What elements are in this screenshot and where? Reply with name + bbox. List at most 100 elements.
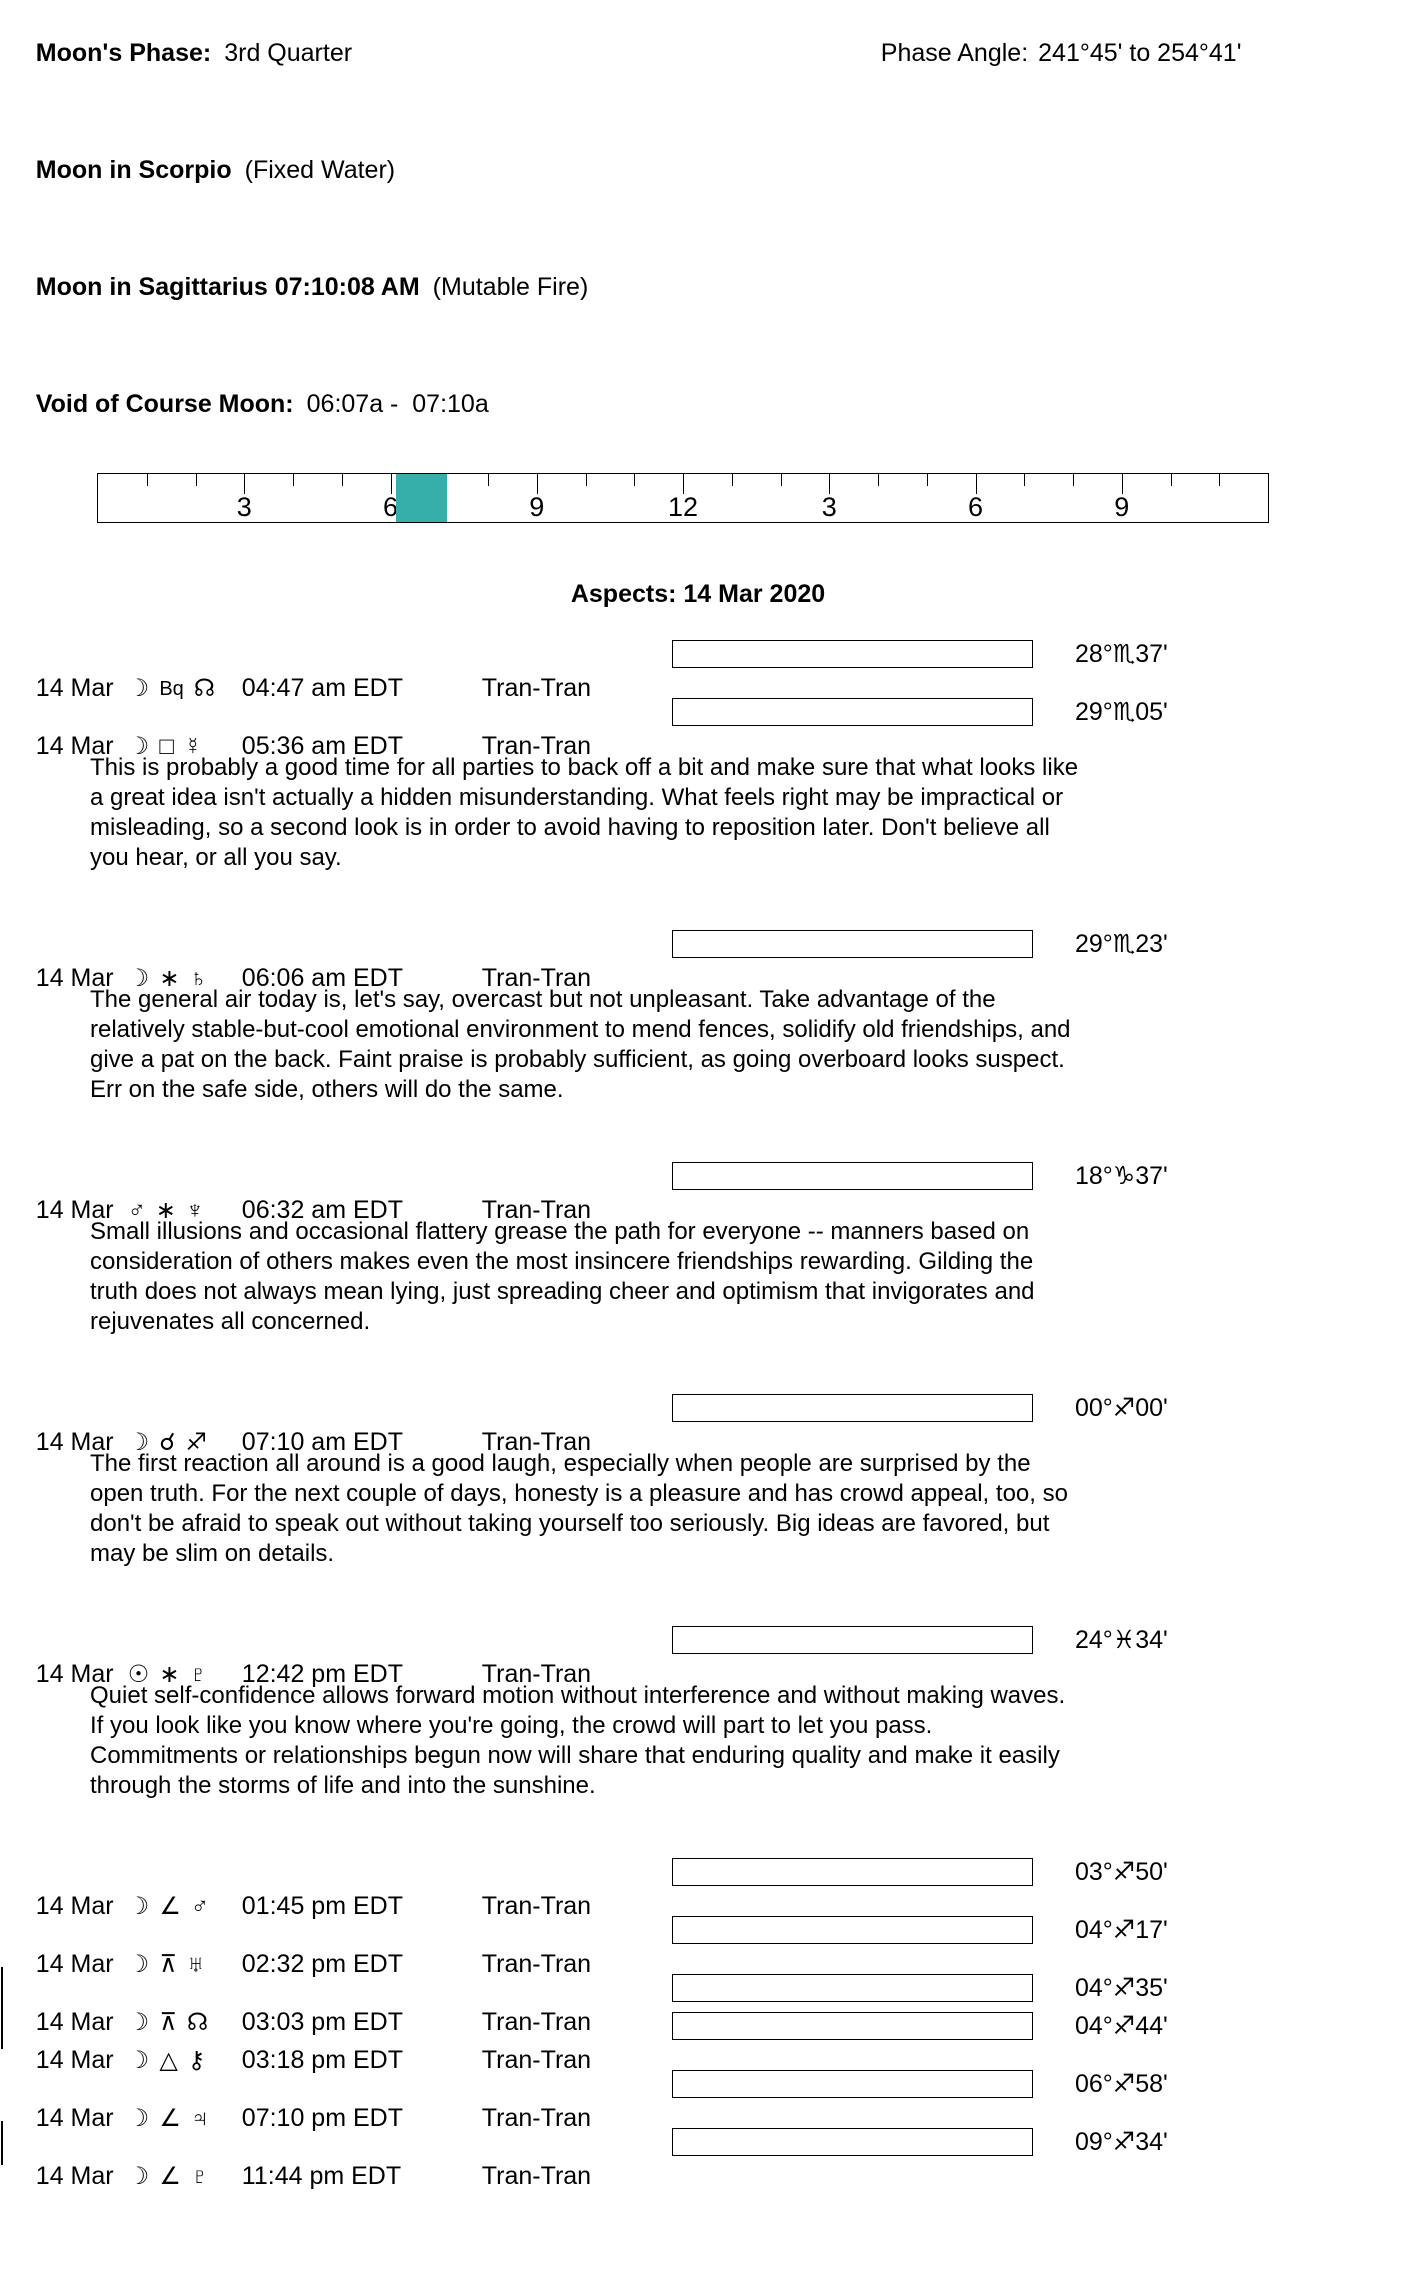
aspect-type: Tran-Tran bbox=[481, 1196, 592, 1224]
aspect-row[interactable]: 14 Mar ♂ ∗ ♆ 06:32 am EDT Tran-Tran 18°♑37' bbox=[8, 1159, 1417, 1224]
hour-tick bbox=[780, 474, 782, 486]
aspect-type: Tran-Tran bbox=[481, 674, 592, 702]
aspect-interpretation-text: The first reaction all around is a good … bbox=[90, 1450, 1068, 1567]
aspect-row[interactable]: 14 Mar ☽ ∠ ♇ 11:44 pm EDT Tran-Tran 09°♐34' bbox=[1, 2121, 1417, 2190]
hour-tick bbox=[829, 474, 831, 494]
aspect-date: 14 Mar bbox=[35, 732, 114, 760]
aspects-title: Aspects: 14 Mar 2020 bbox=[570, 580, 826, 608]
aspect-row[interactable]: 14 Mar ☽ △ ⚷ 03:18 pm EDT Tran-Tran 04°♐44' bbox=[1, 2005, 1417, 2074]
semisquare-icon: ∠ bbox=[159, 2163, 181, 2190]
aspect-glyphs: ☽ ∗ ♄ bbox=[128, 962, 242, 996]
aspect-row[interactable]: 14 Mar ☽ ☌ ♐ 07:10 am EDT Tran-Tran 00°♐00' bbox=[8, 1391, 1417, 1456]
aspect-type: Tran-Tran bbox=[481, 1428, 592, 1456]
aspect-time: 11:44 pm EDT bbox=[241, 2162, 402, 2190]
hour-tick bbox=[585, 474, 587, 486]
aspect-interpretation-text: This is probably a good time for all par… bbox=[90, 754, 1079, 871]
aspect-row[interactable]: 14 Mar ☽ ⊼ ♅ 02:32 pm EDT Tran-Tran 04°♐17' bbox=[8, 1913, 1417, 1978]
aspect-time: 06:06 am EDT bbox=[241, 964, 403, 992]
aspect-date: 14 Mar bbox=[35, 1660, 114, 1688]
orb-progress-bar bbox=[672, 2012, 1033, 2040]
aspect-degree: 04°♐35' bbox=[1075, 1974, 1168, 2002]
moon-ingress-line: Moon in Sagittarius 07:10:08 AM (Mutable … bbox=[8, 242, 1417, 332]
voc-timeline-ruler: 3 6 9 12 3 6 9 bbox=[97, 473, 1269, 523]
aspect-row[interactable]: 14 Mar ☽ ∠ ♃ 07:10 pm EDT Tran-Tran 06°♐58' bbox=[8, 2067, 1417, 2132]
orb-progress-bar bbox=[672, 2128, 1033, 2156]
aspect-degree: 04°♐17' bbox=[1075, 1916, 1168, 1944]
hour-tick bbox=[195, 474, 197, 486]
hour-tick bbox=[244, 474, 246, 494]
hour-tick bbox=[390, 474, 392, 494]
orb-progress-bar bbox=[672, 2070, 1033, 2098]
aspect-row[interactable]: 14 Mar ☽ □ ☿ 05:36 am EDT Tran-Tran 29°♏05' bbox=[8, 695, 1417, 760]
orb-progress-bar bbox=[672, 698, 1033, 726]
voc-line: Void of Course Moon: 06:07a - 07:10a bbox=[8, 359, 1417, 449]
aspect-degree: 18°♑37' bbox=[1075, 1162, 1168, 1190]
hour-tick bbox=[536, 474, 538, 494]
neptune-icon: ♆ bbox=[185, 1197, 204, 1224]
aspect-rows: 14 Mar ☽ Bq ☊ 04:47 am EDT Tran-Tran 28°♏37' … bbox=[1, 637, 1417, 2190]
hour-tick bbox=[731, 474, 733, 486]
conjunction-icon: ☌ bbox=[159, 1429, 176, 1456]
aspect-type: Tran-Tran bbox=[481, 732, 592, 760]
hour-label: 6 bbox=[967, 492, 984, 522]
aspect-degree: 06°♐58' bbox=[1075, 2070, 1168, 2098]
voc-highlight bbox=[396, 474, 448, 522]
hour-tick bbox=[634, 474, 636, 486]
moon-icon: ☽ bbox=[127, 2163, 150, 2190]
phase-angle-label: Phase Angle: bbox=[880, 39, 1029, 67]
hour-tick bbox=[341, 474, 343, 486]
orb-progress-bar bbox=[672, 1916, 1033, 1944]
orb-progress-bar bbox=[672, 1626, 1033, 1654]
aspect-interpretation-text: Small illusions and occasional flattery … bbox=[90, 1218, 1035, 1335]
aspect-row[interactable]: 14 Mar ☉ ∗ ♇ 12:42 pm EDT Tran-Tran 24°♓34' bbox=[8, 1623, 1417, 1688]
aspect-degree: 28°♏37' bbox=[1075, 640, 1168, 668]
saturn-icon: ♄ bbox=[189, 965, 208, 992]
aspect-time: 06:32 am EDT bbox=[241, 1196, 403, 1224]
hour-tick bbox=[146, 474, 148, 486]
orb-progress-bar bbox=[672, 1858, 1033, 1886]
moon-ingress-label: Moon in Sagittarius 07:10:08 AM bbox=[35, 273, 420, 301]
hour-tick bbox=[1121, 474, 1123, 494]
aspect-glyphs: ☽ ∠ ♇ bbox=[128, 2160, 242, 2194]
sun-icon: ☉ bbox=[127, 1661, 150, 1688]
hour-tick bbox=[926, 474, 928, 486]
sextile-icon: ∗ bbox=[155, 1197, 176, 1224]
aspect-date: 14 Mar bbox=[35, 1428, 114, 1456]
aspect-interpretation-text: Quiet self-confidence allows forward mot… bbox=[90, 1682, 1066, 1799]
aspect-interpretation-text: The general air today is, let's say, ove… bbox=[90, 986, 1071, 1103]
aspect-row[interactable]: 14 Mar ☽ Bq ☊ 04:47 am EDT Tran-Tran 28°♏37' bbox=[8, 637, 1417, 702]
aspect-row[interactable]: 14 Mar ☽ ⊼ ☊ 03:03 pm EDT Tran-Tran 04°♐35' bbox=[1, 1967, 1417, 2036]
aspect-glyphs: ☉ ∗ ♇ bbox=[128, 1658, 242, 1692]
north-node-icon: ☊ bbox=[193, 675, 216, 702]
orb-progress-bar bbox=[672, 1974, 1033, 2002]
aspect-degree: 24°♓34' bbox=[1075, 1626, 1168, 1654]
phase-angle-value: 241°45' to 254°41' bbox=[1038, 39, 1242, 67]
moon-phase-value: 3rd Quarter bbox=[224, 39, 353, 67]
aspect-date: 14 Mar bbox=[35, 1196, 114, 1224]
aspect-type: Tran-Tran bbox=[481, 964, 592, 992]
mars-icon: ♂ bbox=[127, 1197, 146, 1224]
aspect-date: 14 Mar bbox=[35, 2162, 114, 2190]
aspect-degree: 03°♐50' bbox=[1075, 1858, 1168, 1886]
orb-progress-bar bbox=[672, 640, 1033, 668]
aspect-time: 07:10 am EDT bbox=[241, 1428, 403, 1456]
hour-label: 6 bbox=[382, 492, 399, 522]
voc-value: 06:07a - 07:10a bbox=[306, 390, 489, 418]
moon-icon: ☽ bbox=[127, 733, 150, 760]
sextile-icon: ∗ bbox=[159, 965, 180, 992]
pluto-icon: ♇ bbox=[190, 2163, 209, 2190]
moon-ingress-note: (Mutable Fire) bbox=[432, 273, 589, 301]
pluto-icon: ♇ bbox=[189, 1661, 208, 1688]
aspect-row[interactable]: 14 Mar ☽ ∠ ♂ 01:45 pm EDT Tran-Tran 03°♐50' bbox=[8, 1855, 1417, 1920]
hour-label: 12 bbox=[667, 492, 699, 522]
hour-tick bbox=[1073, 474, 1074, 486]
sextile-icon: ∗ bbox=[159, 1661, 180, 1688]
mercury-icon: ☿ bbox=[183, 733, 202, 760]
hour-tick bbox=[1219, 474, 1221, 486]
aspect-glyphs: ♂ ∗ ♆ bbox=[128, 1194, 242, 1228]
biquintile-icon: Bq bbox=[159, 678, 184, 700]
aspect-glyphs: ☽ Bq ☊ bbox=[128, 672, 242, 706]
aspect-date: 14 Mar bbox=[35, 964, 114, 992]
aspect-glyphs: ☽ □ ☿ bbox=[128, 730, 242, 764]
aspect-row[interactable]: 14 Mar ☽ ∗ ♄ 06:06 am EDT Tran-Tran 29°♏23' bbox=[8, 927, 1417, 992]
